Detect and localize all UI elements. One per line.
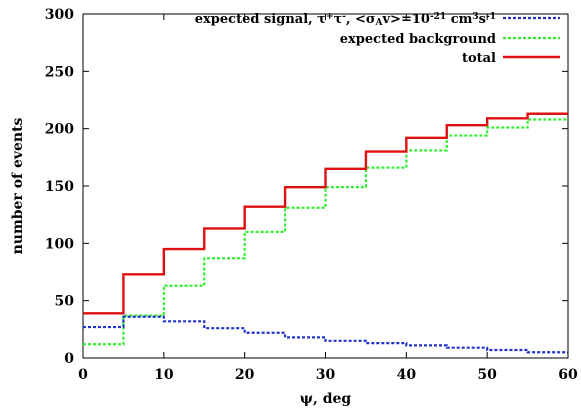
x-tick-label: 0: [78, 367, 88, 383]
series-line: [83, 315, 568, 354]
x-tick-label: 40: [397, 367, 417, 383]
legend-label-part: s: [479, 12, 486, 27]
y-tick-label: 250: [45, 64, 74, 80]
legend-label-part: cm: [446, 12, 472, 27]
legend-label-part: A: [375, 18, 384, 28]
y-tick-label: 0: [64, 351, 74, 367]
legend-label-part: -1: [486, 12, 496, 22]
x-tick-label: 60: [558, 367, 578, 383]
legend-label-part: 3: [472, 12, 478, 22]
legend-label-part: +: [326, 12, 334, 22]
legend-label-part: -21: [430, 12, 446, 22]
legend-label: expected background: [340, 32, 496, 47]
y-tick-label: 300: [45, 7, 74, 23]
x-tick-label: 50: [477, 367, 497, 383]
legend-label-part: -: [342, 12, 346, 22]
x-tick-label: 30: [316, 367, 336, 383]
legend-label: expected signal, τ+τ-, <σAv>=10-21 cm3s-…: [195, 12, 496, 28]
x-tick-label: 10: [154, 367, 174, 383]
y-tick-label: 50: [55, 294, 75, 310]
legend-label: total: [462, 51, 496, 66]
series-line: [83, 118, 568, 346]
legend-label-part: τ: [333, 12, 342, 27]
legend-label-part: expected signal, τ: [195, 12, 326, 27]
y-tick-label: 100: [45, 236, 74, 252]
x-axis-label: ψ, deg: [300, 391, 352, 407]
ticks-layer: 0 10 20 30 40 50 60 0 50 100 150 200 250 300: [45, 7, 578, 383]
y-tick-label: 200: [45, 122, 74, 138]
y-axis-label: number of events: [10, 117, 26, 254]
legend-label-part: v>=10: [382, 12, 430, 27]
legend: expected signal, τ+τ-, <σAv>=10-21 cm3s-…: [195, 12, 560, 66]
series-line: [83, 112, 568, 315]
y-tick-label: 150: [45, 179, 74, 195]
legend-label-part: , <σ: [346, 12, 376, 27]
x-tick-label: 20: [235, 367, 255, 383]
series-layer: [83, 112, 568, 354]
